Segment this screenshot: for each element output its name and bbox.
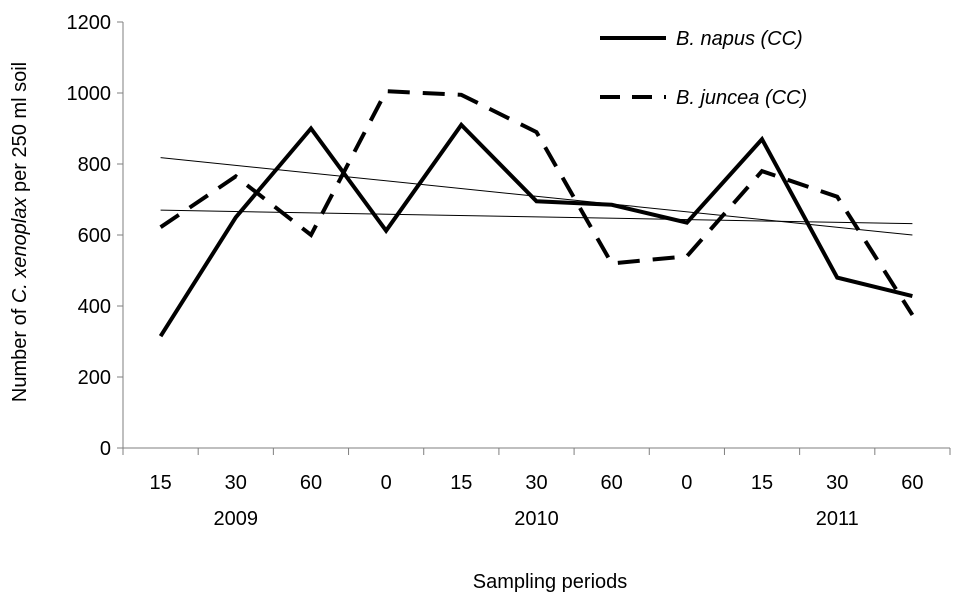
x-tick-label: 30	[525, 472, 547, 494]
series-lines	[158, 89, 915, 338]
x-tick-label: 60	[601, 472, 623, 494]
x-year-label: 2011	[816, 508, 859, 530]
y-tick-label: 400	[78, 296, 111, 318]
x-axis-year-labels: 2009 2010 2011	[214, 508, 859, 530]
x-axis-title: Sampling periods	[473, 571, 628, 593]
x-tick-label: 60	[901, 472, 923, 494]
x-year-label: 2009	[214, 508, 259, 530]
x-tick-label: 15	[450, 472, 472, 494]
legend: B. napus (CC) B. juncea (CC)	[600, 28, 807, 109]
trendline	[160, 157, 913, 236]
x-year-label: 2010	[514, 508, 559, 530]
y-tick-label: 1000	[67, 83, 112, 105]
y-axis-title: Number of C. xenoplax per 250 ml soil	[9, 62, 31, 402]
x-tick-label: 30	[826, 472, 848, 494]
y-axis-title-pre: Number of	[9, 303, 31, 402]
y-axis-title-post: per 250 ml soil	[9, 62, 31, 198]
y-tick-label: 200	[78, 367, 111, 389]
y-axis-tick-labels: 0 200 400 600 800 1000 1200	[67, 12, 112, 460]
legend-item-b-juncea: B. juncea (CC)	[600, 87, 807, 109]
x-tick-label: 0	[681, 472, 692, 494]
y-tick-label: 600	[78, 225, 111, 247]
x-axis-tick-labels: 15 30 60 0 15 30 60 0 15 30 60	[149, 472, 923, 494]
x-tick-label: 15	[751, 472, 773, 494]
trendlines	[160, 157, 913, 236]
series-line-b-napus-cc	[158, 121, 913, 338]
x-tick-label: 60	[300, 472, 322, 494]
x-tick-label: 30	[225, 472, 247, 494]
x-tick-label: 0	[381, 472, 392, 494]
x-axis-ticks	[122, 448, 951, 455]
series-line-b-juncea-cc	[159, 89, 915, 316]
y-tick-label: 800	[78, 154, 111, 176]
x-tick-label: 15	[149, 472, 171, 494]
y-tick-label: 0	[100, 438, 111, 460]
legend-item-b-napus: B. napus (CC)	[600, 28, 803, 50]
y-axis-ticks	[117, 21, 123, 449]
trendline	[160, 209, 913, 225]
legend-label-b-napus: B. napus (CC)	[676, 28, 803, 50]
y-axis-title-species: C. xenoplax	[9, 197, 31, 304]
legend-label-b-juncea: B. juncea (CC)	[676, 87, 807, 109]
y-tick-label: 1200	[67, 12, 112, 34]
